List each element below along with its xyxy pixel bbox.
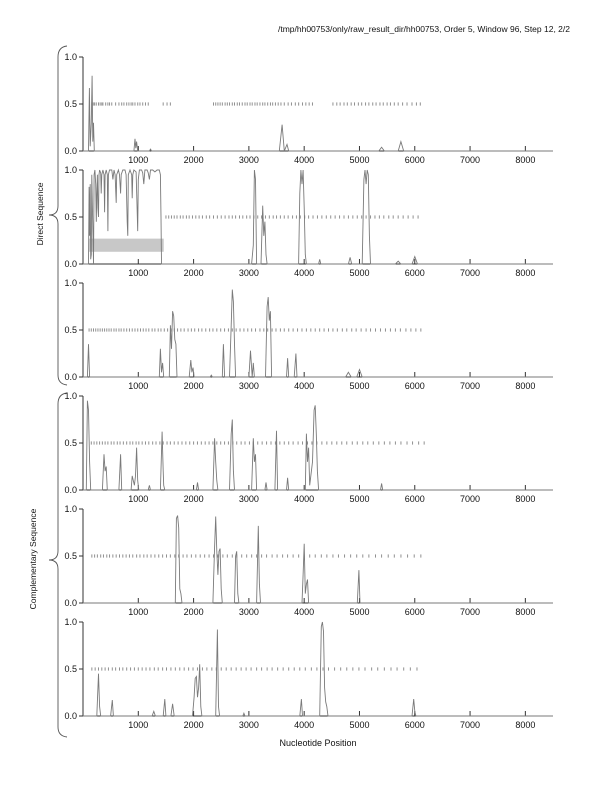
x-tick-label: 6000 <box>405 494 425 504</box>
x-tick-label: 5000 <box>349 494 369 504</box>
y-tick-label: 0.0 <box>64 711 77 721</box>
x-tick-label: 7000 <box>460 381 480 391</box>
x-tick-label: 2000 <box>184 494 204 504</box>
signal-curve <box>83 621 553 717</box>
axes <box>82 622 553 717</box>
x-tick-label: 2000 <box>184 720 204 730</box>
y-tick-label: 1.0 <box>64 278 77 288</box>
x-tick-label: 7000 <box>460 607 480 617</box>
y-tick-label: 0.0 <box>64 146 77 156</box>
y-tick-label: 0.0 <box>64 598 77 608</box>
panel-3-plot: 1.0 0.5 0.0 1000 2000 3000 4000 5000 6000 7000 800… <box>64 278 553 391</box>
x-tick-label: 8000 <box>515 720 535 730</box>
x-tick-label: 8000 <box>515 155 535 165</box>
y-tick-label: 0.5 <box>64 212 77 222</box>
y-tick-label: 0.5 <box>64 438 77 448</box>
x-tick-label: 1000 <box>128 607 148 617</box>
signal-curve <box>83 75 553 152</box>
x-tick-label: 8000 <box>515 607 535 617</box>
panel-6-plot: 1.0 0.5 0.0 1000 2000 3000 4000 5000 6000 7000 800… <box>64 617 553 730</box>
y-tick-label: 0.5 <box>64 99 77 109</box>
x-tick-label: 3000 <box>239 155 259 165</box>
signal-curve <box>83 400 553 491</box>
panel-1-plot: 1.0 0.5 0.0 1000 2000 3000 4000 5000 6000 7000 800… <box>64 52 553 165</box>
panel-5-plot: 1.0 0.5 0.0 1000 2000 3000 4000 5000 6000 7000 800… <box>64 504 553 617</box>
x-tick-label: 2000 <box>184 607 204 617</box>
x-tick-label: 6000 <box>405 381 425 391</box>
signal-curve <box>83 168 553 265</box>
x-tick-label: 4000 <box>294 268 314 278</box>
x-tick-label: 2000 <box>184 155 204 165</box>
y-tick-label: 1.0 <box>64 617 77 627</box>
axes <box>82 509 553 604</box>
x-tick-label: 4000 <box>294 381 314 391</box>
y-tick-label: 0.0 <box>64 372 77 382</box>
y-tick-label: 0.0 <box>64 259 77 269</box>
x-tick-label: 5000 <box>349 381 369 391</box>
x-tick-label: 4000 <box>294 494 314 504</box>
x-tick-label: 1000 <box>128 720 148 730</box>
y-tick-label: 0.5 <box>64 551 77 561</box>
x-tick-label: 5000 <box>349 720 369 730</box>
axes <box>82 57 553 152</box>
y-tick-label: 0.5 <box>64 664 77 674</box>
y-tick-label: 1.0 <box>64 504 77 514</box>
y-tick-label: 0.0 <box>64 485 77 495</box>
x-tick-label: 4000 <box>294 607 314 617</box>
x-tick-label: 2000 <box>184 268 204 278</box>
x-tick-label: 7000 <box>460 720 480 730</box>
axes <box>82 283 553 378</box>
x-tick-label: 1000 <box>128 268 148 278</box>
x-tick-label: 8000 <box>515 381 535 391</box>
x-tick-label: 6000 <box>405 155 425 165</box>
panel-4-plot: 1.0 0.5 0.0 1000 2000 3000 4000 5000 6000 7000 800… <box>64 391 553 504</box>
y-tick-label: 1.0 <box>64 391 77 401</box>
x-tick-label: 3000 <box>239 268 259 278</box>
x-tick-label: 3000 <box>239 494 259 504</box>
x-tick-label: 3000 <box>239 607 259 617</box>
x-tick-label: 3000 <box>239 381 259 391</box>
x-tick-label: 6000 <box>405 607 425 617</box>
chart-title: /tmp/hh00753/only/raw_result_dir/hh00753… <box>277 24 570 34</box>
x-tick-label: 6000 <box>405 268 425 278</box>
x-tick-label: 5000 <box>349 607 369 617</box>
x-tick-label: 7000 <box>460 268 480 278</box>
x-tick-label: 1000 <box>128 494 148 504</box>
x-tick-label: 8000 <box>515 268 535 278</box>
y-tick-label: 1.0 <box>64 165 77 175</box>
x-tick-label: 3000 <box>239 720 259 730</box>
signal-curve <box>83 515 553 604</box>
x-tick-label: 4000 <box>294 720 314 730</box>
y-tick-label: 1.0 <box>64 52 77 62</box>
x-tick-label: 1000 <box>128 381 148 391</box>
x-tick-label: 4000 <box>294 155 314 165</box>
signal-curve <box>83 289 553 378</box>
x-tick-label: 6000 <box>405 720 425 730</box>
x-axis-label: Nucleotide Position <box>279 738 357 748</box>
x-tick-label: 7000 <box>460 155 480 165</box>
x-tick-label: 7000 <box>460 494 480 504</box>
highlight-region <box>89 238 164 252</box>
y-tick-label: 0.5 <box>64 325 77 335</box>
x-tick-label: 5000 <box>349 268 369 278</box>
x-tick-label: 8000 <box>515 494 535 504</box>
x-tick-label: 5000 <box>349 155 369 165</box>
x-tick-label: 1000 <box>128 155 148 165</box>
panel-2-plot: 1.0 0.5 0.0 1000 2000 3000 4000 5000 6000 7000 800… <box>64 165 553 278</box>
x-tick-label: 2000 <box>184 381 204 391</box>
